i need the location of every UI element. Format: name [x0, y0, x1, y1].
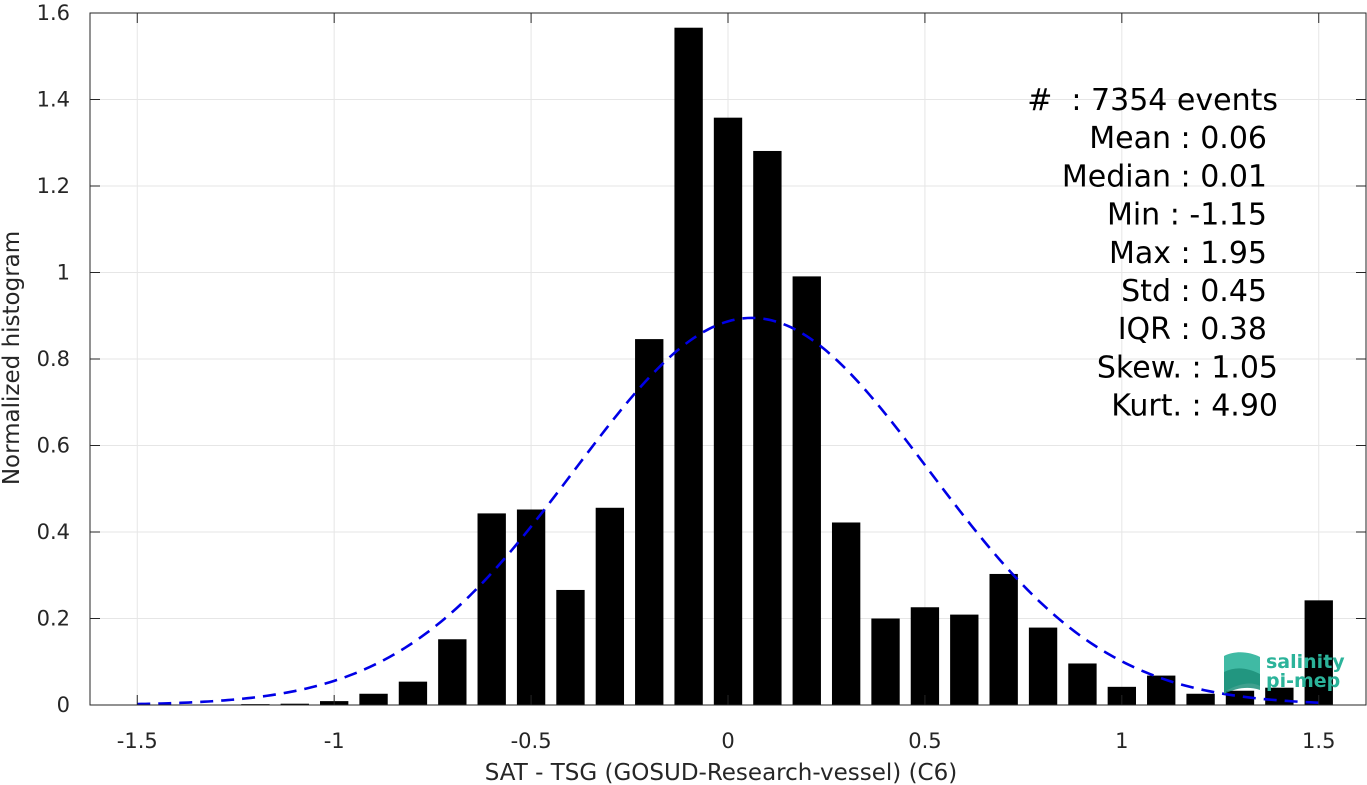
plot-axes	[89, 12, 1367, 706]
histogram-bars	[241, 27, 1333, 706]
histogram-bar	[871, 618, 900, 705]
histogram-bar	[713, 117, 743, 706]
histogram-bar	[910, 607, 940, 705]
histogram-bar	[753, 150, 782, 705]
stats-line: Median : 0.01	[1062, 159, 1267, 194]
histogram-bar	[1186, 693, 1215, 705]
y-tick-label: 0.8	[37, 347, 70, 371]
normal-fit-curve	[137, 316, 1319, 706]
y-tick-label: 1	[57, 261, 70, 285]
histogram-bar	[674, 27, 703, 705]
x-tick-label: -1.5	[117, 729, 158, 753]
x-tick-label: -0.5	[511, 729, 552, 753]
y-axis-title: Normalized histogram	[0, 231, 25, 485]
histogram-bar	[635, 339, 664, 705]
stats-line: Mean : 0.06	[1089, 121, 1267, 156]
histogram-bar	[1068, 663, 1097, 705]
x-tick-label: 1	[1115, 729, 1128, 753]
histogram-bar	[477, 513, 506, 705]
x-tick-label: -1	[324, 729, 345, 753]
histogram-bar	[595, 507, 625, 705]
histogram-bar	[1304, 600, 1333, 705]
x-axis-title: SAT - TSG (GOSUD-Research-vessel) (C6)	[485, 760, 957, 785]
logo-wave-icon-accent	[1224, 668, 1260, 694]
y-tick-label: 0.2	[37, 607, 70, 631]
histogram-bar	[556, 589, 585, 705]
x-axis-tick-labels: -1.5 -1 -0.5 0 0.5 1 1.5	[117, 729, 1336, 753]
histogram-bar	[950, 614, 979, 705]
histogram-bar	[792, 276, 821, 705]
y-tick-label: 0.4	[37, 520, 70, 544]
salinity-pi-mep-logo: salinity pi-mep	[1224, 651, 1345, 694]
histogram-bar	[989, 573, 1018, 705]
histogram-bar	[438, 639, 467, 705]
x-tick-label: 0.5	[908, 729, 941, 753]
stats-line: Max : 1.95	[1109, 236, 1267, 271]
x-tick-label: 0	[721, 729, 734, 753]
histogram-bar	[398, 681, 428, 705]
x-tick-label: 1.5	[1302, 729, 1335, 753]
y-tick-label: 0.6	[37, 434, 70, 458]
histogram-bar	[1147, 675, 1176, 705]
stats-line: Min : -1.15	[1107, 198, 1267, 233]
stats-line: # : 7354 events	[1027, 83, 1278, 118]
histogram-bar	[1028, 627, 1058, 705]
histogram-bar	[831, 522, 861, 705]
y-tick-label: 1.4	[37, 88, 70, 112]
y-tick-label: 0	[57, 693, 70, 717]
histogram-bar	[516, 509, 546, 705]
y-tick-label: 1.6	[37, 1, 70, 25]
y-axis-tick-labels: 0 0.2 0.4 0.6 0.8 1 1.2 1.4 1.6	[37, 1, 70, 717]
logo-line-1: salinity	[1266, 651, 1345, 673]
stats-line: Std : 0.45	[1121, 274, 1267, 309]
y-tick-label: 1.2	[37, 174, 70, 198]
histogram-bar	[359, 693, 388, 705]
stats-line: IQR : 0.38	[1118, 312, 1267, 347]
logo-line-2: pi-mep	[1266, 670, 1340, 692]
stats-line: Kurt. : 4.90	[1111, 389, 1278, 424]
stats-line: Skew. : 1.05	[1097, 350, 1278, 385]
histogram-bar	[280, 703, 309, 705]
